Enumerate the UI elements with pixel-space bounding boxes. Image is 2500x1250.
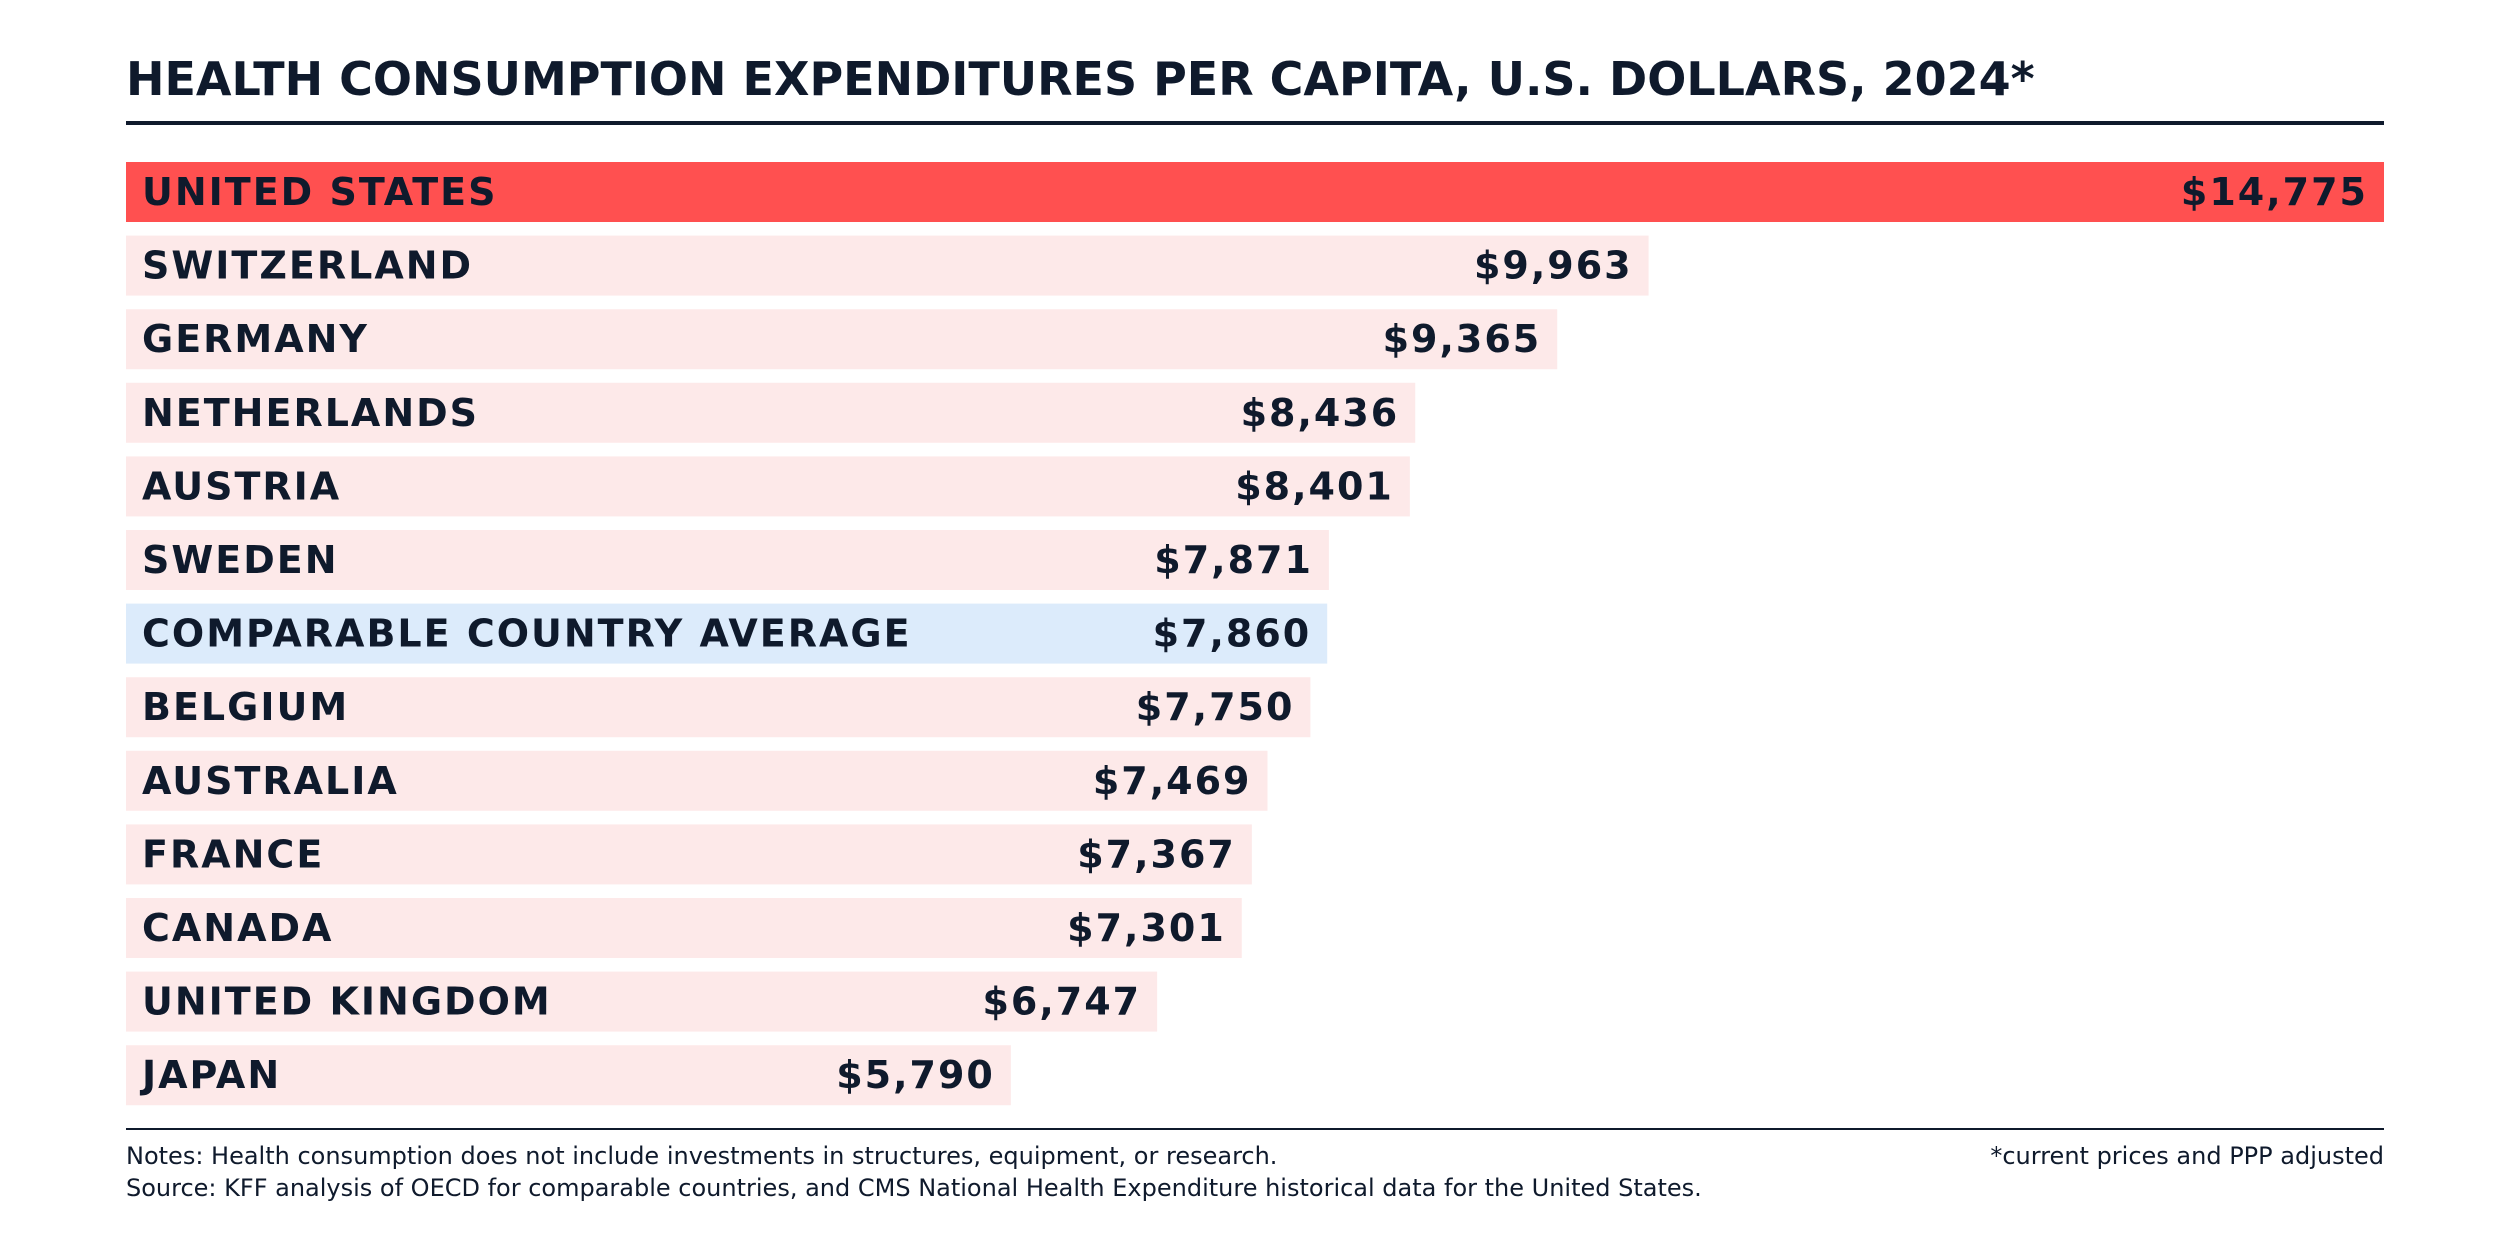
bar-canada: [126, 898, 1242, 958]
category-label-japan: JAPAN: [139, 1053, 281, 1097]
bar-france: [126, 824, 1252, 885]
bar-austria: [126, 456, 1410, 517]
bar-comparable-country-average: [126, 603, 1328, 664]
category-label-netherlands: NETHERLANDS: [142, 391, 479, 435]
value-label-austria: $8,401: [1235, 464, 1394, 508]
source-text: Source: KFF analysis of OECD for compara…: [126, 1174, 1702, 1202]
footer-divider: [126, 1128, 2384, 1130]
value-label-france: $7,367: [1077, 832, 1236, 876]
bar-belgium: [126, 677, 1311, 738]
value-label-canada: $7,301: [1067, 906, 1226, 950]
value-label-germany: $9,365: [1383, 317, 1542, 361]
bar-sweden: [126, 530, 1329, 590]
category-label-australia: AUSTRALIA: [142, 759, 399, 803]
bar-united-states: [126, 162, 2384, 222]
category-label-sweden: SWEDEN: [142, 538, 339, 582]
chart-title: HEALTH CONSUMPTION EXPENDITURES PER CAPI…: [126, 52, 2035, 106]
bar-switzerland: [126, 235, 1649, 296]
category-label-united-kingdom: UNITED KINGDOM: [142, 980, 552, 1024]
category-label-canada: CANADA: [142, 906, 333, 950]
category-label-united-states: UNITED STATES: [142, 170, 498, 214]
value-label-australia: $7,469: [1093, 759, 1252, 803]
category-label-germany: GERMANY: [142, 317, 369, 361]
title-divider: [126, 121, 2384, 125]
category-label-comparable-country-average: COMPARABLE COUNTRY AVERAGE: [142, 612, 912, 656]
category-label-belgium: BELGIUM: [142, 685, 349, 729]
value-label-united-states: $14,775: [2181, 170, 2368, 214]
bar-united-kingdom: [126, 971, 1158, 1032]
ppp-footnote: *current prices and PPP adjusted: [1990, 1142, 2384, 1170]
bar-netherlands: [126, 382, 1416, 443]
category-label-austria: AUSTRIA: [142, 464, 341, 508]
category-label-france: FRANCE: [142, 832, 324, 876]
category-label-switzerland: SWITZERLAND: [142, 244, 473, 288]
value-label-comparable-country-average: $7,860: [1153, 612, 1312, 656]
value-label-switzerland: $9,963: [1474, 244, 1633, 288]
value-label-netherlands: $8,436: [1241, 391, 1400, 435]
notes-text: Notes: Health consumption does not inclu…: [126, 1142, 1278, 1170]
value-label-belgium: $7,750: [1136, 685, 1295, 729]
value-label-japan: $5,790: [836, 1053, 995, 1097]
bar-japan: [126, 1045, 1011, 1106]
value-label-united-kingdom: $6,747: [982, 980, 1141, 1024]
bar-germany: [126, 309, 1558, 370]
value-label-sweden: $7,871: [1154, 538, 1313, 582]
bar-australia: [126, 750, 1268, 811]
